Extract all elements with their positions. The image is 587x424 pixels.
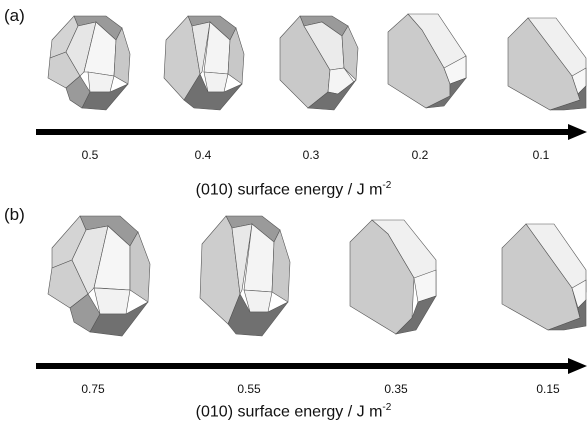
axis-title-text: (010) surface energy / J m (195, 181, 383, 199)
crystal-shape-a4 (387, 13, 467, 109)
crystal-shape-a2 (163, 15, 245, 111)
axis-title-text: (010) surface energy / J m (195, 403, 383, 421)
tick-label: 0.4 (194, 148, 212, 162)
axis-arrow-a (36, 124, 587, 140)
tick-label: 0.5 (81, 148, 99, 162)
tick-label: 0.55 (237, 382, 261, 396)
tick-label: 0.2 (411, 148, 429, 162)
axis-title-exponent: -2 (382, 402, 392, 413)
tick-label: 0.35 (384, 382, 408, 396)
axis-title-exponent: -2 (382, 180, 392, 191)
axis-title-a: (010) surface energy / J m-2 (0, 180, 587, 199)
axis-title-b: (010) surface energy / J m-2 (0, 402, 587, 421)
panel-b-label: (b) (4, 205, 25, 224)
crystal-shape-a5 (507, 17, 587, 111)
tick-label: 0.3 (302, 148, 320, 162)
crystal-shape-a1 (47, 15, 131, 111)
crystal-shape-b4 (501, 223, 587, 331)
crystal-shape-a3 (279, 15, 359, 111)
axis-arrow-b (36, 358, 587, 374)
tick-label: 0.15 (536, 382, 560, 396)
tick-label: 0.75 (81, 382, 105, 396)
crystal-shape-b2 (199, 215, 291, 337)
crystal-shape-b3 (349, 219, 437, 335)
panel-a-label: (a) (4, 6, 25, 25)
crystal-shape-b1 (47, 215, 151, 337)
tick-label: 0.1 (532, 148, 550, 162)
